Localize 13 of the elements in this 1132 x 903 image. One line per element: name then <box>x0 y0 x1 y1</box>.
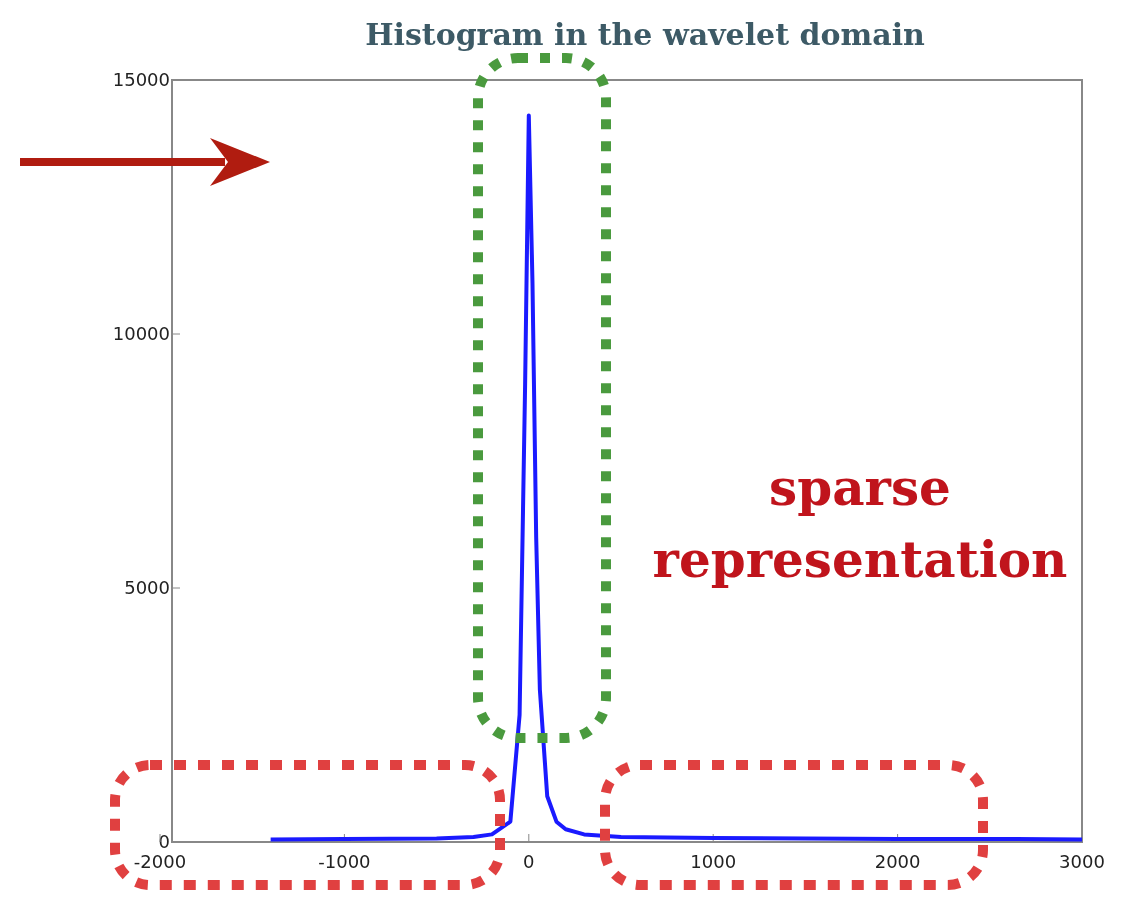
y-tick-label: 0 <box>158 831 170 853</box>
x-tick-label: 0 <box>523 851 535 872</box>
x-tick-label: 1000 <box>690 851 737 872</box>
y-tick-label: 5000 <box>124 577 170 599</box>
y-tick-label: 10000 <box>112 323 170 345</box>
annotation: sparse representation <box>652 458 1068 589</box>
x-tick-label: -2000 <box>133 851 187 872</box>
x-tick-label: -1000 <box>318 851 371 872</box>
chart-title: Histogram in the wavelet domain <box>365 17 926 52</box>
x-tick-label: 3000 <box>1059 851 1105 872</box>
y-tick-label: 15000 <box>112 69 170 91</box>
x-tick-label: 2000 <box>874 851 921 872</box>
line-series <box>268 113 1084 842</box>
